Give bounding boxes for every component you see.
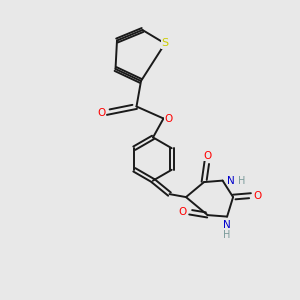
Text: O: O [254, 190, 262, 201]
Text: O: O [204, 151, 212, 161]
Text: O: O [97, 107, 105, 118]
Text: H: H [224, 230, 231, 240]
Text: O: O [179, 207, 187, 217]
Text: N: N [223, 220, 231, 230]
Text: S: S [161, 38, 169, 49]
Text: N: N [227, 176, 235, 186]
Text: O: O [165, 113, 173, 124]
Text: H: H [238, 176, 245, 186]
